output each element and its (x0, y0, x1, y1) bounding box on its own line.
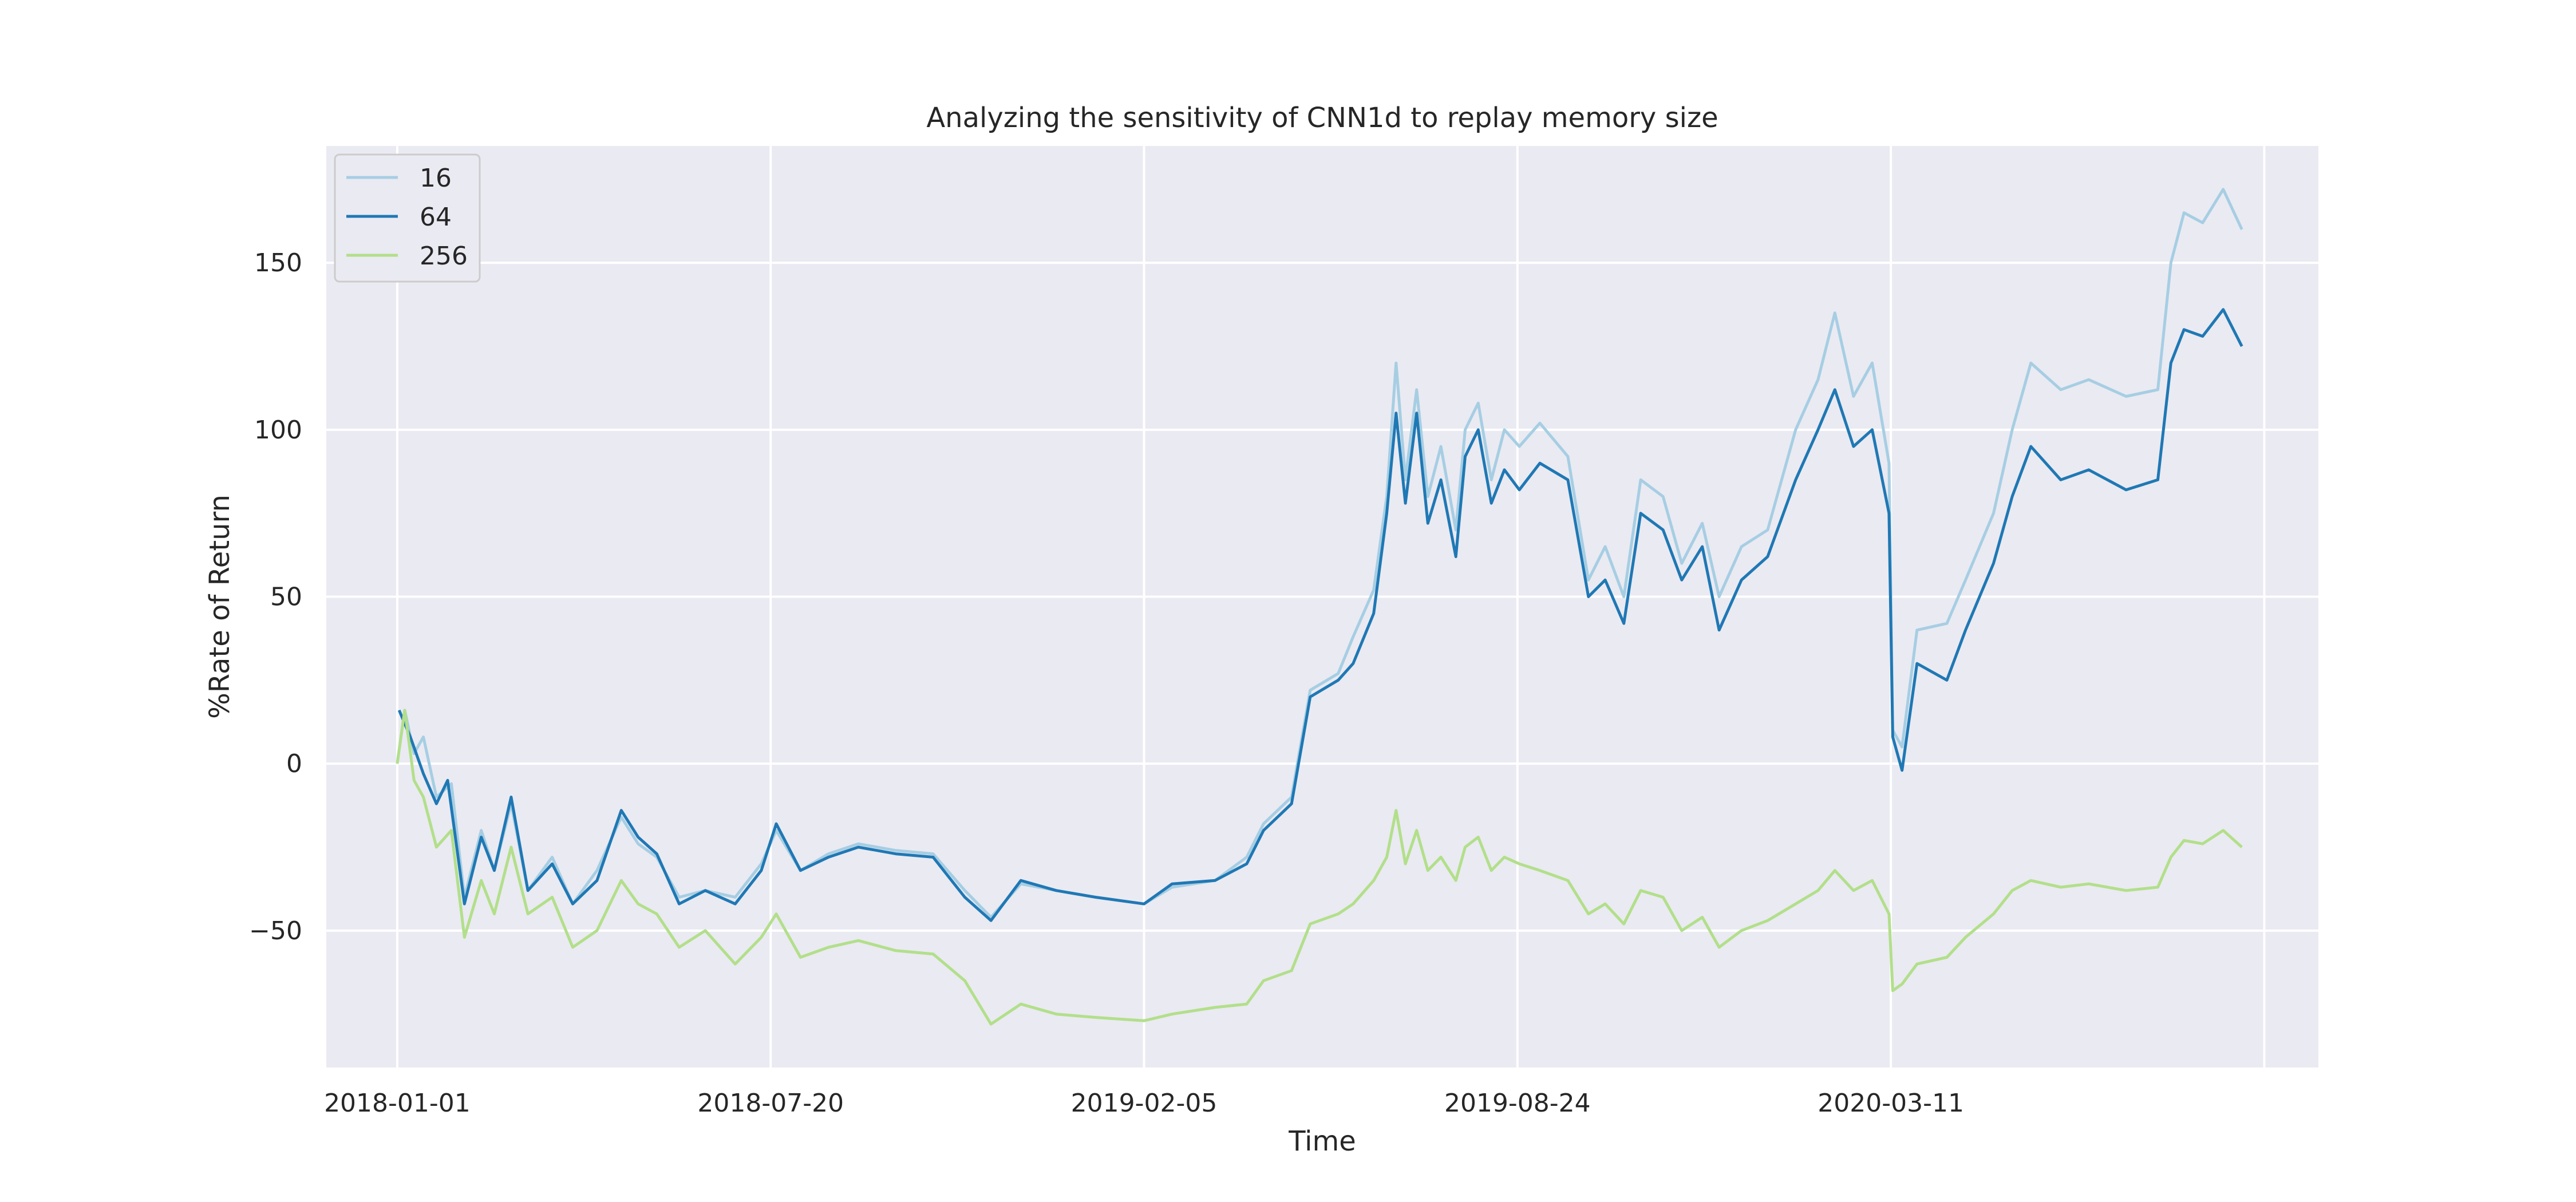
legend-label-256: 256 (420, 242, 468, 271)
x-tick-label: 2018-01-01 (324, 1089, 471, 1118)
x-tick-label: 2019-08-24 (1444, 1089, 1591, 1118)
y-tick-label: 100 (254, 416, 302, 445)
legend-label-64: 64 (420, 203, 452, 232)
legend-label-16: 16 (420, 164, 452, 193)
y-tick-label: 0 (286, 749, 302, 778)
x-axis-label: Time (1288, 1125, 1356, 1157)
chart-title: Analyzing the sensitivity of CNN1d to re… (926, 102, 1718, 134)
x-tick-label: 2020-03-11 (1818, 1089, 1964, 1118)
x-tick-label: 2019-02-05 (1071, 1089, 1218, 1118)
x-tick-label: 2018-07-20 (697, 1089, 844, 1118)
y-axis-label: %Rate of Return (204, 495, 236, 719)
y-tick-label: 50 (270, 583, 302, 612)
series-line-256 (396, 709, 2243, 1026)
series-lines (396, 188, 2243, 1026)
y-tick-labels: −50 0 50 100 150 (249, 248, 302, 946)
x-tick-labels: 2018-01-01 2018-07-20 2019-02-05 2019-08-24… (324, 1089, 1964, 1118)
y-tick-label: −50 (249, 916, 302, 946)
gridlines (326, 146, 2318, 1067)
legend: 16 64 256 (334, 153, 481, 283)
series-line-16 (396, 188, 2243, 919)
plot-area (326, 146, 2318, 1067)
legend-box (334, 153, 481, 283)
series-line-64 (397, 308, 2243, 922)
y-tick-label: 150 (254, 248, 302, 278)
